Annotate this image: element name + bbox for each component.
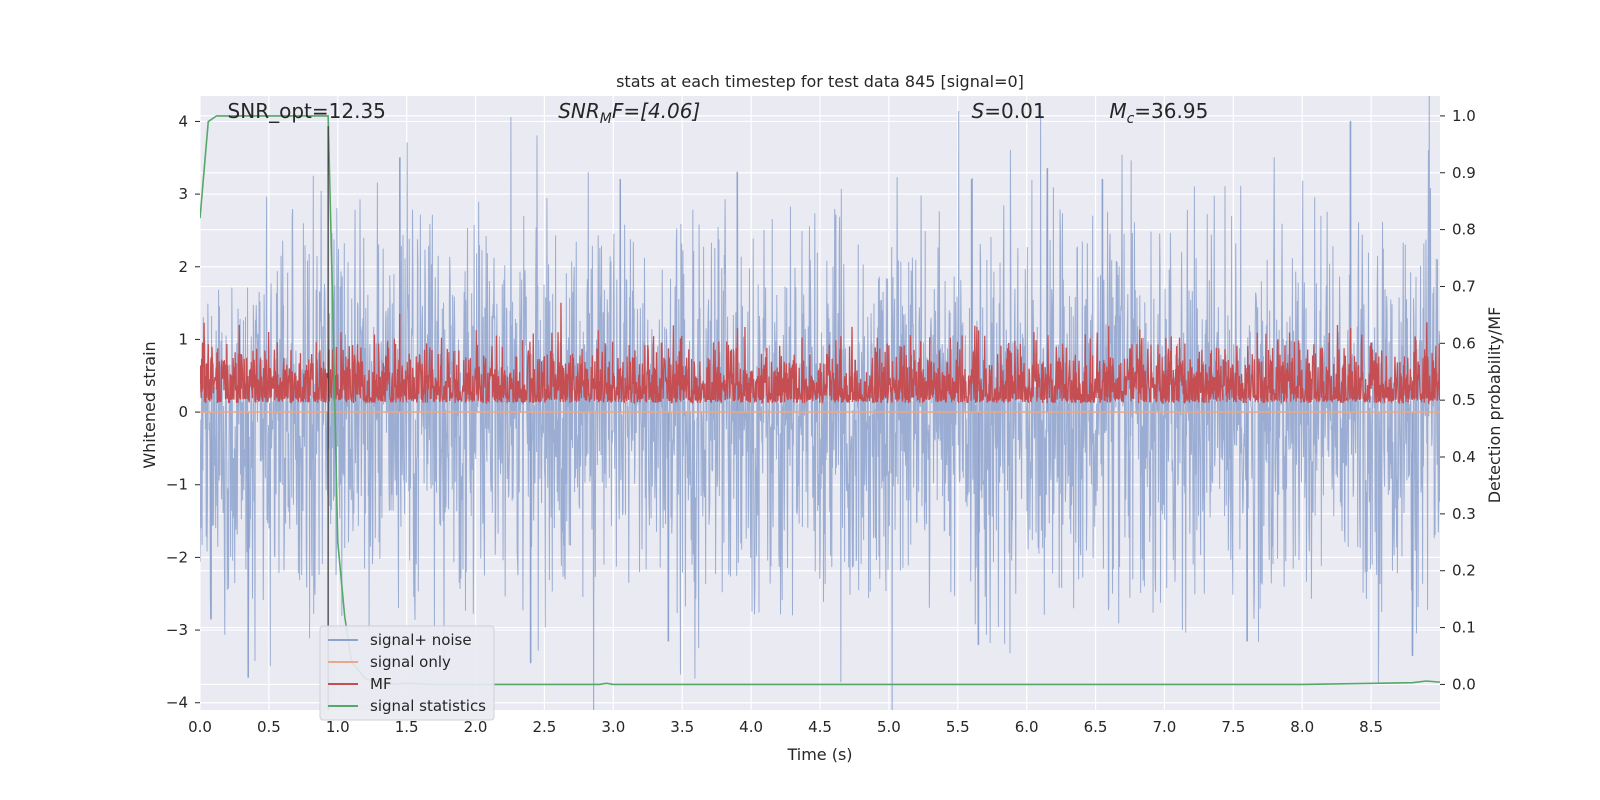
series-layer: [200, 96, 1440, 710]
y-tick-label: −2: [166, 548, 188, 566]
y-tick-label: −3: [166, 621, 188, 639]
x-tick-label: 3.0: [601, 718, 625, 736]
y2-tick-label: 0.8: [1452, 221, 1476, 239]
x-tick-label: 2.0: [464, 718, 488, 736]
x-tick-label: 4.5: [808, 718, 832, 736]
annotation-text: S=0.01: [972, 99, 1046, 123]
x-axis-label: Time (s): [786, 745, 852, 764]
annotation-text: Mc=36.95: [1109, 99, 1208, 127]
annotations: SNR_opt=12.35 SNRMF=[4.06] S=0.01 Mc=36.95: [228, 99, 1209, 127]
y-tick-label: 3: [178, 185, 188, 203]
y2-axis-ticks: 1.0 0.9 0.8 0.7 0.6 0.5 0.4 0.3 0.2 0.1 0.0: [1440, 107, 1476, 693]
x-tick-label: 5.5: [946, 718, 970, 736]
y2-tick-label: 0.3: [1452, 505, 1476, 523]
series-line: [200, 302, 1440, 406]
y2-tick-label: 1.0: [1452, 107, 1476, 125]
x-tick-label: 0.0: [188, 718, 212, 736]
y-tick-label: 1: [178, 330, 188, 348]
y-tick-label: 2: [178, 258, 188, 276]
x-tick-label: 2.5: [533, 718, 557, 736]
annotation-text: SNRMF=[4.06]: [558, 99, 700, 127]
x-tick-label: 1.0: [326, 718, 350, 736]
y-tick-label: 4: [178, 112, 188, 130]
x-tick-label: 8.0: [1290, 718, 1314, 736]
legend: signal+ noise signal only MF signal statist…: [319, 625, 495, 721]
x-tick-label: 4.0: [739, 718, 763, 736]
y2-tick-label: 0.1: [1452, 619, 1476, 637]
y2-tick-label: 0.4: [1452, 448, 1476, 466]
y-tick-label: −1: [166, 476, 188, 494]
y-axis-label: Whitened strain: [140, 341, 159, 468]
x-axis-ticks: 0.0 0.5 1.0 1.5 2.0 2.5 3.0 3.5 4.0 4.5 5.0 5.5 6.0 6…: [188, 718, 1383, 736]
legend-entry: signal statistics: [370, 697, 486, 715]
x-tick-label: 1.5: [395, 718, 419, 736]
y2-tick-label: 0.7: [1452, 277, 1476, 295]
y2-axis-label: Detection probability/MF: [1485, 307, 1504, 504]
y2-tick-label: 0.0: [1452, 675, 1476, 693]
y2-tick-label: 0.6: [1452, 334, 1476, 352]
y-tick-label: −4: [166, 694, 188, 712]
y2-tick-label: 0.2: [1452, 562, 1476, 580]
x-tick-label: 8.5: [1359, 718, 1383, 736]
y2-tick-label: 0.9: [1452, 164, 1476, 182]
legend-box: [319, 625, 495, 721]
y-axis-ticks: 4 3 2 1 0 −1 −2 −3 −4: [166, 112, 200, 712]
y2-tick-label: 0.5: [1452, 391, 1476, 409]
y-tick-label: 0: [178, 403, 188, 421]
x-tick-label: 7.5: [1221, 718, 1245, 736]
x-tick-label: 0.5: [257, 718, 281, 736]
x-tick-label: 7.0: [1153, 718, 1177, 736]
x-tick-label: 6.0: [1015, 718, 1039, 736]
x-tick-label: 5.0: [877, 718, 901, 736]
x-tick-label: 3.5: [670, 718, 694, 736]
x-tick-label: 6.5: [1084, 718, 1108, 736]
legend-entry: MF: [370, 675, 392, 693]
annotation-text: SNR_opt=12.35: [228, 99, 386, 123]
legend-entry: signal+ noise: [370, 631, 472, 649]
legend-entry: signal only: [370, 653, 451, 671]
chart-title: stats at each timestep for test data 845…: [616, 72, 1024, 91]
